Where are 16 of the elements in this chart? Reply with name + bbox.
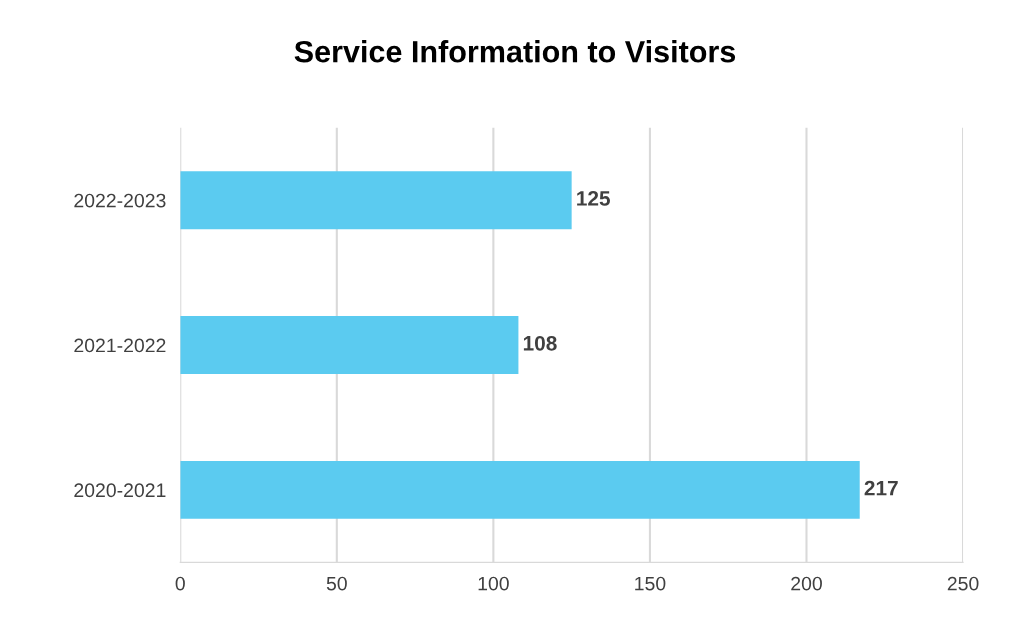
bar (180, 171, 572, 230)
y-tick-label: 2020-2021 (74, 483, 166, 498)
bar (180, 316, 519, 375)
x-tick-label: 100 (478, 576, 509, 591)
x-tick-label: 0 (175, 576, 185, 591)
x-tick-label: 50 (326, 576, 347, 591)
data-label: 125 (577, 191, 610, 206)
x-tick-label: 250 (947, 576, 979, 591)
chart-title: Service Information to Visitors (294, 40, 736, 63)
y-tick-label: 2022-2023 (74, 193, 166, 208)
bar (180, 460, 860, 519)
data-label: 217 (864, 480, 898, 496)
x-tick-label: 200 (791, 576, 822, 591)
y-tick-label: 2021-2022 (74, 338, 166, 353)
x-tick-label: 150 (635, 576, 666, 591)
data-label: 108 (523, 335, 557, 351)
